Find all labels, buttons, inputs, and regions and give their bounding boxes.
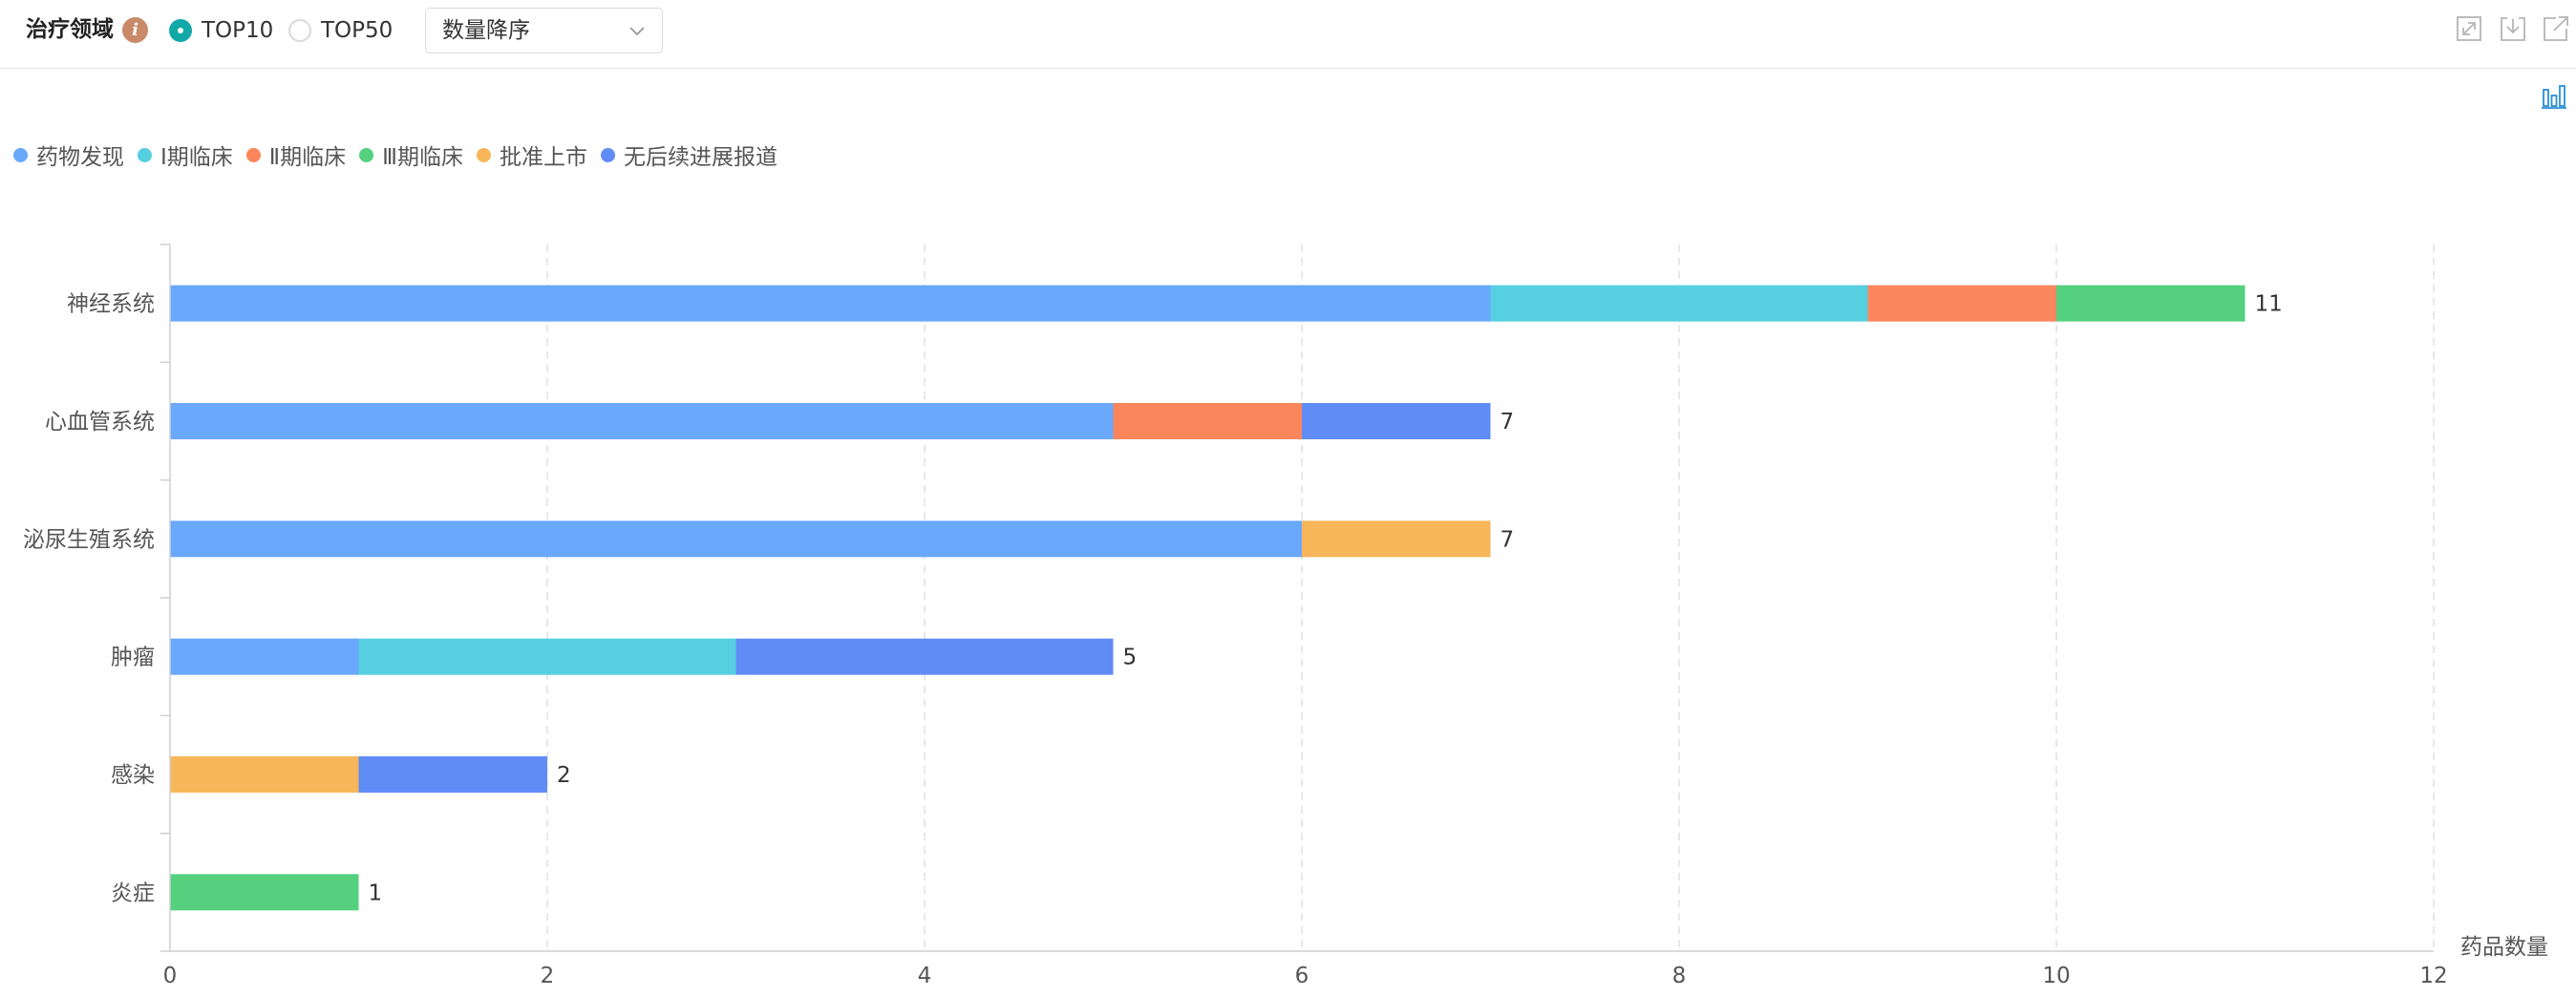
legend-item[interactable]: Ⅰ期临床 xyxy=(138,138,233,171)
x-tick-label: 2 xyxy=(541,964,555,988)
chart-legend: 药物发现 Ⅰ期临床 Ⅱ期临床 Ⅲ期临床 批准上市 无后续进展报道 xyxy=(13,138,791,172)
sort-select[interactable]: 数量降序 xyxy=(425,8,663,53)
bar-segment xyxy=(1490,285,1868,322)
legend-label: Ⅱ期临床 xyxy=(268,145,347,170)
bar-segment xyxy=(1302,520,1491,558)
bar-total-label: 7 xyxy=(1501,410,1515,435)
bars xyxy=(170,285,2246,911)
panel-title: 治疗领域 xyxy=(26,17,114,42)
radio-unchecked-icon xyxy=(288,19,311,42)
legend-label: Ⅲ期临床 xyxy=(382,145,463,170)
y-category-label: 神经系统 xyxy=(67,292,155,317)
info-icon[interactable]: i xyxy=(122,17,148,43)
radio-top50-label: TOP50 xyxy=(321,18,394,43)
bar-segment xyxy=(1867,285,2056,322)
bar-segment xyxy=(170,638,359,675)
x-tick-label: 8 xyxy=(1672,964,1687,988)
bar-chart-icon[interactable] xyxy=(2541,83,2567,110)
bar-segment xyxy=(170,874,359,911)
bar-segment xyxy=(735,638,1114,675)
bar-segment xyxy=(358,638,736,675)
legend-label: 药物发现 xyxy=(36,145,124,170)
x-tick-label: 0 xyxy=(163,964,178,988)
export-icon[interactable] xyxy=(2543,15,2569,42)
legend-label: 无后续进展报道 xyxy=(623,145,777,170)
radio-checked-icon xyxy=(169,19,192,42)
legend-dot-icon xyxy=(600,147,615,162)
bar-segment xyxy=(1302,403,1491,439)
axes xyxy=(160,244,2434,952)
legend-label: 批准上市 xyxy=(499,145,587,170)
bar-segment xyxy=(1113,403,1302,439)
y-category-label: 感染 xyxy=(111,763,155,788)
x-tick-label: 10 xyxy=(2042,964,2070,988)
y-category-label: 泌尿生殖系统 xyxy=(23,527,155,552)
bar-total-label: 11 xyxy=(2255,292,2283,317)
legend-item[interactable]: Ⅲ期临床 xyxy=(359,138,463,171)
chevron-down-icon xyxy=(629,27,645,36)
legend-item[interactable]: 无后续进展报道 xyxy=(600,138,777,171)
legend-dot-icon xyxy=(476,147,491,162)
fullscreen-icon[interactable] xyxy=(2456,15,2482,42)
x-axis-title: 药品数量 xyxy=(2460,935,2548,960)
radio-top10-label: TOP10 xyxy=(202,18,274,43)
bar-segment xyxy=(170,756,359,793)
legend-item[interactable]: 批准上市 xyxy=(476,138,587,171)
legend-dot-icon xyxy=(245,147,261,162)
download-icon[interactable] xyxy=(2500,15,2526,42)
x-tick-label: 6 xyxy=(1295,964,1309,988)
legend-dot-icon xyxy=(138,147,152,162)
toolbar: 治疗领域 i TOP10 TOP50 数量降序 xyxy=(0,0,2576,69)
x-tick-label: 4 xyxy=(918,964,932,988)
bar-segment xyxy=(358,756,547,793)
y-category-label: 心血管系统 xyxy=(45,410,155,435)
bar-segment xyxy=(2056,285,2246,322)
radio-top10[interactable]: TOP10 xyxy=(169,16,273,45)
legend-item[interactable]: Ⅱ期临床 xyxy=(245,138,347,171)
legend-label: Ⅰ期临床 xyxy=(160,145,233,170)
bar-total-label: 7 xyxy=(1501,527,1515,552)
y-category-label: 炎症 xyxy=(111,880,155,905)
legend-dot-icon xyxy=(359,147,374,162)
bar-total-label: 5 xyxy=(1123,646,1138,670)
labels: 0 2 4 6 8 10 12 药品数量 神经系统 11 心血管系统 7 泌尿生殖系统 7 肿瘤 5 感染 2 炎症… xyxy=(23,292,2548,988)
grid-lines xyxy=(546,244,2435,951)
legend-dot-icon xyxy=(13,147,28,162)
bar-segment xyxy=(170,520,1302,558)
bar-total-label: 2 xyxy=(557,763,571,788)
sort-select-value: 数量降序 xyxy=(442,18,530,43)
x-tick-label: 12 xyxy=(2419,964,2447,988)
bar-segment xyxy=(170,403,1114,439)
radio-top50[interactable]: TOP50 xyxy=(288,16,393,45)
bar-segment xyxy=(170,285,1491,322)
legend-item[interactable]: 药物发现 xyxy=(13,138,124,171)
bar-total-label: 1 xyxy=(369,880,383,905)
y-category-label: 肿瘤 xyxy=(111,646,155,670)
